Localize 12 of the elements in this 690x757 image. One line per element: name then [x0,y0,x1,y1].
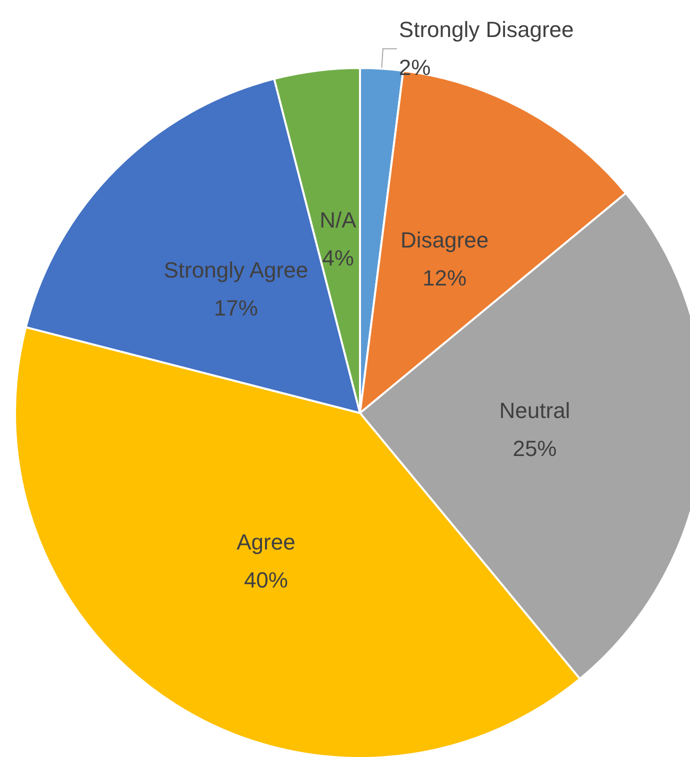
slice-label: Agree [236,530,296,555]
slice-label: Strongly Disagree [398,17,574,42]
data-label: 17% [214,295,258,320]
slice-label: N/A [320,207,357,232]
data-label: 4% [322,245,354,270]
data-label: 2% [398,55,431,80]
data-label: 12% [422,266,467,291]
data-label: 40% [244,568,288,593]
slice-label: Neutral [499,398,570,424]
slice-label: Disagree [400,228,489,253]
slice-label: Strongly Agree [164,257,308,282]
data-label: 25% [512,436,557,462]
